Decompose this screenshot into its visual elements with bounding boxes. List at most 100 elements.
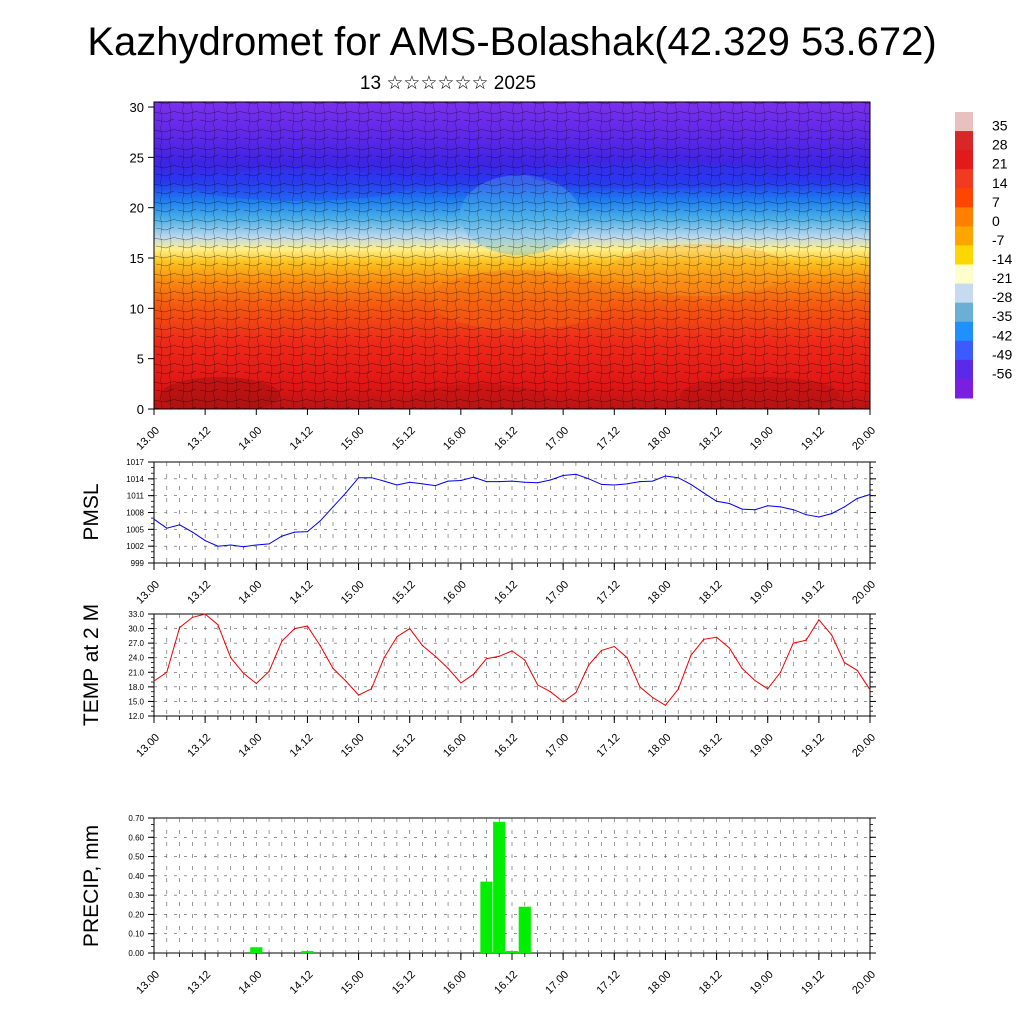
series-point [332,506,334,508]
streamline-overlay [154,102,870,409]
heatmap-xtick-label: 16.00 [441,425,469,453]
heatmap-xtick-label: 17.12 [594,425,622,453]
series-point [294,531,296,533]
heatmap-xtick-label: 18.12 [697,425,725,453]
series-point [153,518,155,520]
series-point [831,634,833,636]
precip-bar [480,881,493,953]
series-point [447,667,449,670]
xtick-label: 17.00 [543,969,571,997]
series-point [294,627,296,630]
series-point [357,477,360,479]
series-point [217,624,219,626]
heatmap-xtick-label: 15.12 [390,425,418,453]
xtick-label: 19.00 [748,969,776,997]
xtick-label: 13.12 [185,969,213,997]
colorbar-label: 35 [992,118,1008,134]
ytick-label: 27.0 [128,639,144,648]
series-point [498,481,500,483]
series-point [831,513,833,515]
colorbar-cell [955,378,973,399]
heatmap-xtick-label: 19.12 [799,425,827,453]
pmsl-ylabel: PMSL [80,483,103,540]
xtick-label: 14.12 [288,579,316,607]
ytick-label: 12.0 [128,712,144,721]
ytick-label: 18.0 [128,683,144,692]
series-point [588,478,590,480]
colorbar-label: -21 [992,270,1012,286]
heatmap-ytick-label: 15 [130,251,144,266]
series-point [728,647,730,649]
ytick-label: 0.40 [128,872,144,881]
series-point [664,475,667,477]
series-point [843,506,846,508]
series-point [345,492,347,494]
colorbar-label: -49 [992,346,1012,362]
series-point [856,669,858,671]
ytick-label: 15.0 [128,697,144,706]
series-point [524,481,526,483]
series-point [268,670,270,672]
heatmap-xtick-label: 13.00 [134,425,162,453]
colorbar-cell [955,321,973,342]
series-point [639,481,641,483]
xtick-label: 15.00 [339,969,367,997]
colorbar-label: -28 [992,289,1012,305]
ytick-label: 1002 [126,542,144,551]
xtick-label: 15.00 [339,579,367,607]
colorbar-label: 28 [992,137,1008,153]
xtick-label: 17.12 [594,579,622,607]
xtick-label: 18.00 [646,969,674,997]
series-point [562,474,564,477]
ytick-label: 30.0 [128,625,144,634]
series-point [588,664,590,666]
colorbar-cell [955,283,973,304]
colorbar-cell [955,302,973,323]
series-point [473,476,475,478]
xtick-label: 14.12 [288,732,316,760]
series-point [754,679,756,682]
series-point [549,691,551,693]
series-point [741,508,743,510]
series-point [536,684,539,686]
series-point [779,506,782,508]
series-point [524,659,526,661]
series-point [767,505,769,507]
series-point [715,636,718,638]
series-point [818,619,820,621]
xtick-label: 19.12 [799,732,827,760]
series-point [703,492,705,494]
heatmap-xtick-label: 18.00 [646,425,674,453]
series-point [703,638,705,640]
series-point [485,658,488,660]
xtick-label: 13.00 [134,732,162,760]
precip-bar [518,906,531,953]
colorbar-cell [955,150,973,170]
series-point [639,686,641,688]
series-point [319,520,321,522]
heatmap-ytick-label: 30 [130,100,144,115]
series-point [281,640,283,642]
series-point [473,673,475,675]
series-point [626,483,628,485]
colorbar-label: 0 [992,213,1000,229]
colorbar-label: -35 [992,308,1012,324]
series-point [370,688,372,690]
xtick-label: 16.12 [492,969,520,997]
ytick-label: 999 [131,559,145,568]
xtick-label: 20.00 [850,732,878,760]
colorbar-cell [955,131,973,151]
xtick-label: 20.00 [850,969,878,997]
temp-panel: TEMP at 2 M 33.0 30.0 27.0 24.0 21.0 18.0 15.0… [80,604,878,760]
series-point [255,544,257,546]
xtick-label: 14.12 [288,969,316,997]
ytick-label: 1008 [126,509,144,518]
series-point [754,509,756,511]
heatmap-xtick-label: 13.12 [185,425,213,453]
heatmap-xtick-label: 16.12 [492,425,520,453]
series-point [178,524,181,526]
colorbar-cell [955,340,973,361]
xtick-label: 18.00 [646,579,674,607]
series-point [715,500,718,502]
